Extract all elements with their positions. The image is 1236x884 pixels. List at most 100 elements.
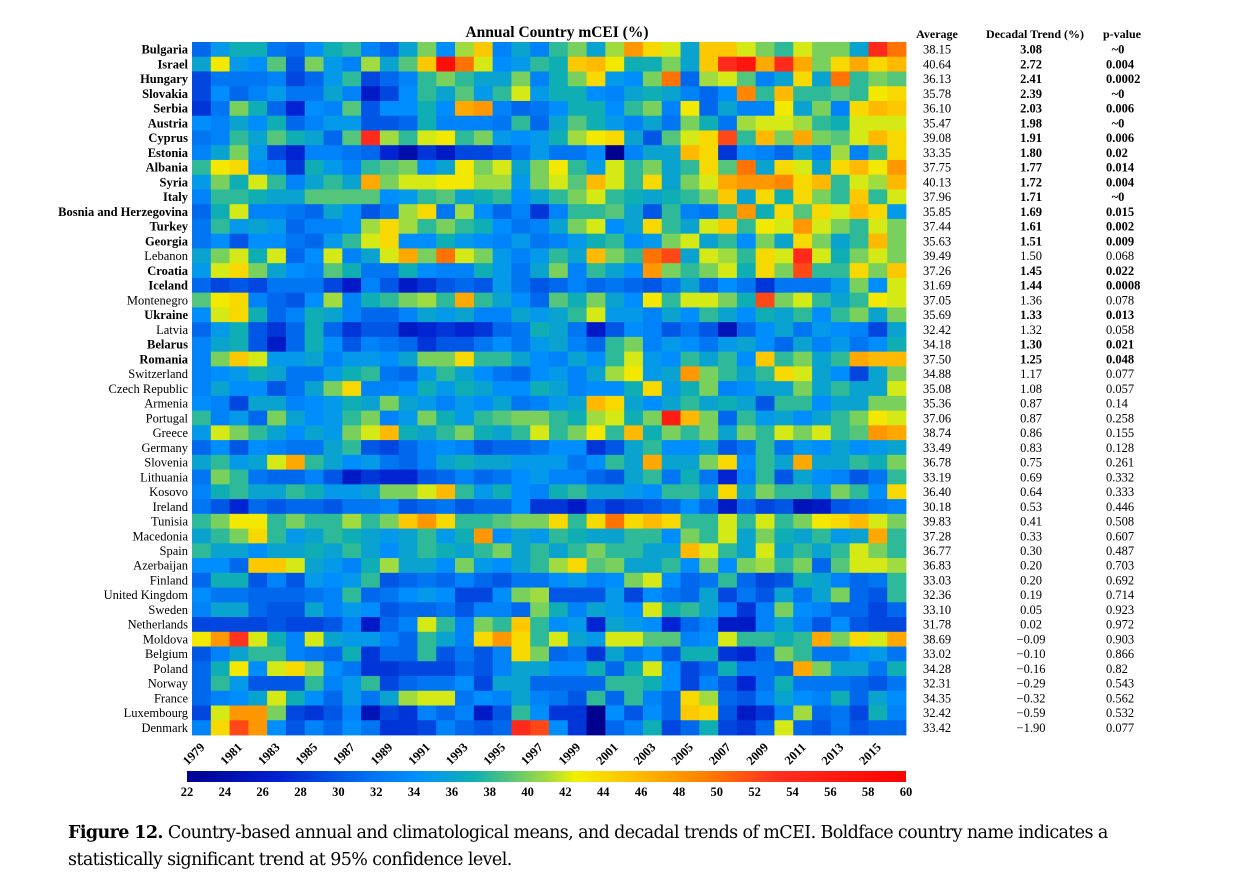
heatmap-cell: [342, 528, 362, 544]
heatmap-cell: [755, 543, 775, 559]
pvalue-value: 0.332: [1106, 470, 1134, 484]
heatmap-cell: [661, 159, 681, 176]
heatmap-cell: [680, 56, 700, 72]
heatmap-cell: [323, 71, 343, 87]
x-tick-label: 1979: [180, 740, 208, 768]
heatmap-cell: [323, 499, 343, 515]
heatmap-cell: [379, 174, 400, 190]
heatmap-cell: [267, 602, 287, 618]
heatmap-cell: [417, 528, 437, 544]
heatmap-cell: [567, 602, 587, 618]
heatmap-cell: [530, 676, 550, 692]
heatmap-cell: [248, 528, 268, 544]
heatmap-cell: [323, 469, 343, 485]
heatmap-cell: [849, 676, 869, 692]
heatmap-cell: [398, 115, 418, 131]
heatmap-cell: [887, 233, 907, 249]
average-value: 32.42: [923, 706, 951, 720]
heatmap-cell: [285, 204, 306, 220]
colorbar-tick-label: 58: [862, 785, 875, 799]
heatmap-cell: [793, 277, 813, 294]
heatmap-cell: [361, 336, 381, 353]
heatmap-cell: [455, 71, 475, 87]
heatmap-cell: [436, 720, 456, 736]
heatmap-cell: [473, 174, 494, 190]
heatmap-cell: [285, 322, 306, 338]
x-axis-ticks: 1979 1981 1983 1985 1987 1989 1991 1993 1995 1997…: [180, 740, 884, 768]
heatmap-cell: [304, 440, 324, 456]
heatmap-cell: [323, 322, 343, 338]
heatmap-cell: [830, 351, 851, 367]
heatmap-cell: [398, 410, 418, 426]
colorbar-tick-label: 50: [711, 785, 724, 799]
heatmap-cell: [361, 189, 381, 205]
trend-value: 1.77: [1020, 161, 1042, 175]
heatmap-cell: [323, 42, 343, 58]
heatmap-cell: [812, 587, 832, 603]
heatmap-cell: [567, 159, 587, 176]
heatmap-cell: [229, 145, 249, 161]
heatmap-cell: [736, 130, 757, 146]
heatmap-cell: [229, 499, 249, 515]
heatmap-cell: [210, 115, 230, 131]
heatmap-cell: [812, 513, 832, 529]
heatmap-cell: [793, 233, 813, 249]
heatmap-cell: [267, 381, 287, 397]
average-value: 37.50: [923, 352, 951, 366]
heatmap-cell: [605, 366, 625, 382]
heatmap-cell: [868, 690, 888, 706]
heatmap-cell: [586, 587, 606, 603]
heatmap-cell: [661, 661, 681, 677]
heatmap-cell: [436, 86, 456, 102]
heatmap-cell: [887, 454, 907, 470]
heatmap-cell: [379, 484, 400, 500]
heatmap-cell: [699, 440, 719, 456]
heatmap-cell: [192, 366, 212, 382]
average-value: 40.64: [923, 57, 952, 71]
heatmap-cell: [624, 425, 644, 441]
heatmap-cell: [549, 587, 569, 603]
heatmap-cell: [304, 381, 324, 397]
trend-value: 0.87: [1020, 397, 1042, 411]
pvalue-value: 0.057: [1106, 382, 1134, 396]
heatmap-cell: [342, 233, 362, 249]
heatmap-cell: [887, 218, 907, 235]
average-value: 37.75: [923, 161, 951, 175]
heatmap-cell: [248, 115, 268, 131]
heatmap-cell: [361, 56, 381, 72]
heatmap-cell: [398, 587, 418, 603]
heatmap-cell: [605, 572, 625, 588]
heatmap-cell: [680, 587, 700, 603]
heatmap-cell: [473, 587, 494, 603]
heatmap-cell: [285, 145, 306, 161]
heatmap-cell: [868, 322, 888, 338]
heatmap-cell: [718, 218, 738, 235]
heatmap-cell: [830, 248, 851, 264]
heatmap-cell: [680, 381, 700, 397]
trend-value: 0.33: [1020, 529, 1042, 543]
country-label: Poland: [153, 662, 188, 676]
heatmap-cell: [830, 661, 851, 677]
heatmap-cell: [642, 174, 663, 190]
heatmap-cell: [323, 56, 343, 72]
heatmap-cell: [736, 720, 757, 736]
heatmap-cell: [455, 454, 475, 470]
heatmap-cell: [718, 86, 738, 102]
heatmap-cell: [210, 543, 230, 559]
heatmap-cell: [492, 277, 512, 294]
heatmap-cell: [530, 56, 550, 72]
trend-value: 1.25: [1020, 352, 1042, 366]
pvalue-value: 0.0002: [1106, 72, 1140, 86]
heatmap-cell: [323, 528, 343, 544]
heatmap-cell: [285, 425, 306, 441]
heatmap-cell: [755, 130, 775, 146]
heatmap-cell: [793, 484, 813, 500]
heatmap-cell: [812, 499, 832, 515]
heatmap-cell: [605, 233, 625, 249]
heatmap-cell: [642, 233, 663, 249]
heatmap-cell: [624, 646, 644, 662]
heatmap-cell: [473, 705, 494, 721]
heatmap-cell: [567, 130, 587, 146]
heatmap-cell: [567, 690, 587, 706]
heatmap-cell: [210, 248, 230, 264]
